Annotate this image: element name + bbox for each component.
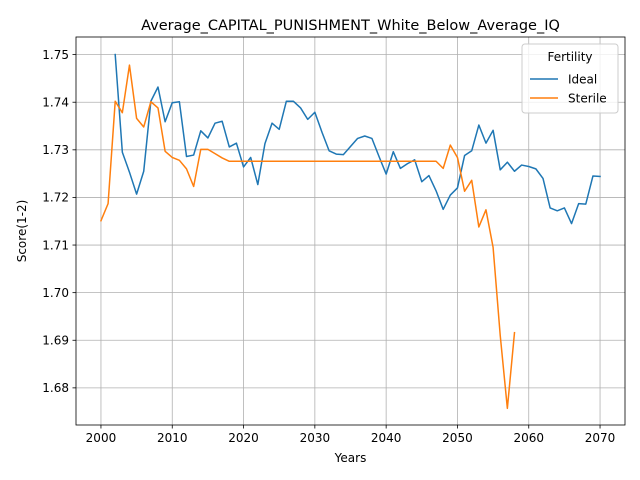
legend-box	[521, 43, 619, 114]
series-line-sterile	[99, 64, 516, 410]
y-tick-label: 1.68	[42, 381, 69, 395]
y-tick-label: 1.73	[42, 143, 69, 157]
legend-label-ideal: Ideal	[568, 73, 597, 87]
x-tick-label: 2030	[300, 431, 331, 445]
x-axis-label: Years	[334, 451, 367, 465]
y-tick-label: 1.71	[42, 238, 69, 252]
x-tick-label: 2070	[585, 431, 616, 445]
y-tick-label: 1.72	[42, 191, 69, 205]
series-lines	[99, 53, 601, 410]
y-tick-label: 1.75	[42, 48, 69, 62]
chart-title: Average_CAPITAL_PUNISHMENT_White_Below_A…	[141, 18, 560, 34]
y-tick-label: 1.70	[42, 286, 69, 300]
plot-frame	[75, 36, 626, 426]
axis-ticks: 2000 2010 2020 2030 2040 2050 2060 2070 1.68 1.69…	[42, 48, 615, 445]
y-tick-label: 1.69	[42, 334, 69, 348]
x-tick-label: 2060	[513, 431, 544, 445]
legend: Fertility Ideal Sterile	[521, 43, 619, 114]
legend-label-sterile: Sterile	[568, 92, 607, 106]
x-tick-label: 2010	[157, 431, 188, 445]
legend-title: Fertility	[547, 50, 592, 64]
x-tick-label: 2000	[86, 431, 117, 445]
x-tick-label: 2050	[442, 431, 473, 445]
y-tick-label: 1.74	[42, 96, 69, 110]
x-tick-label: 2040	[371, 431, 402, 445]
y-axis-label: Score(1-2)	[15, 200, 29, 263]
x-tick-label: 2020	[228, 431, 259, 445]
series-line-ideal	[114, 53, 601, 225]
